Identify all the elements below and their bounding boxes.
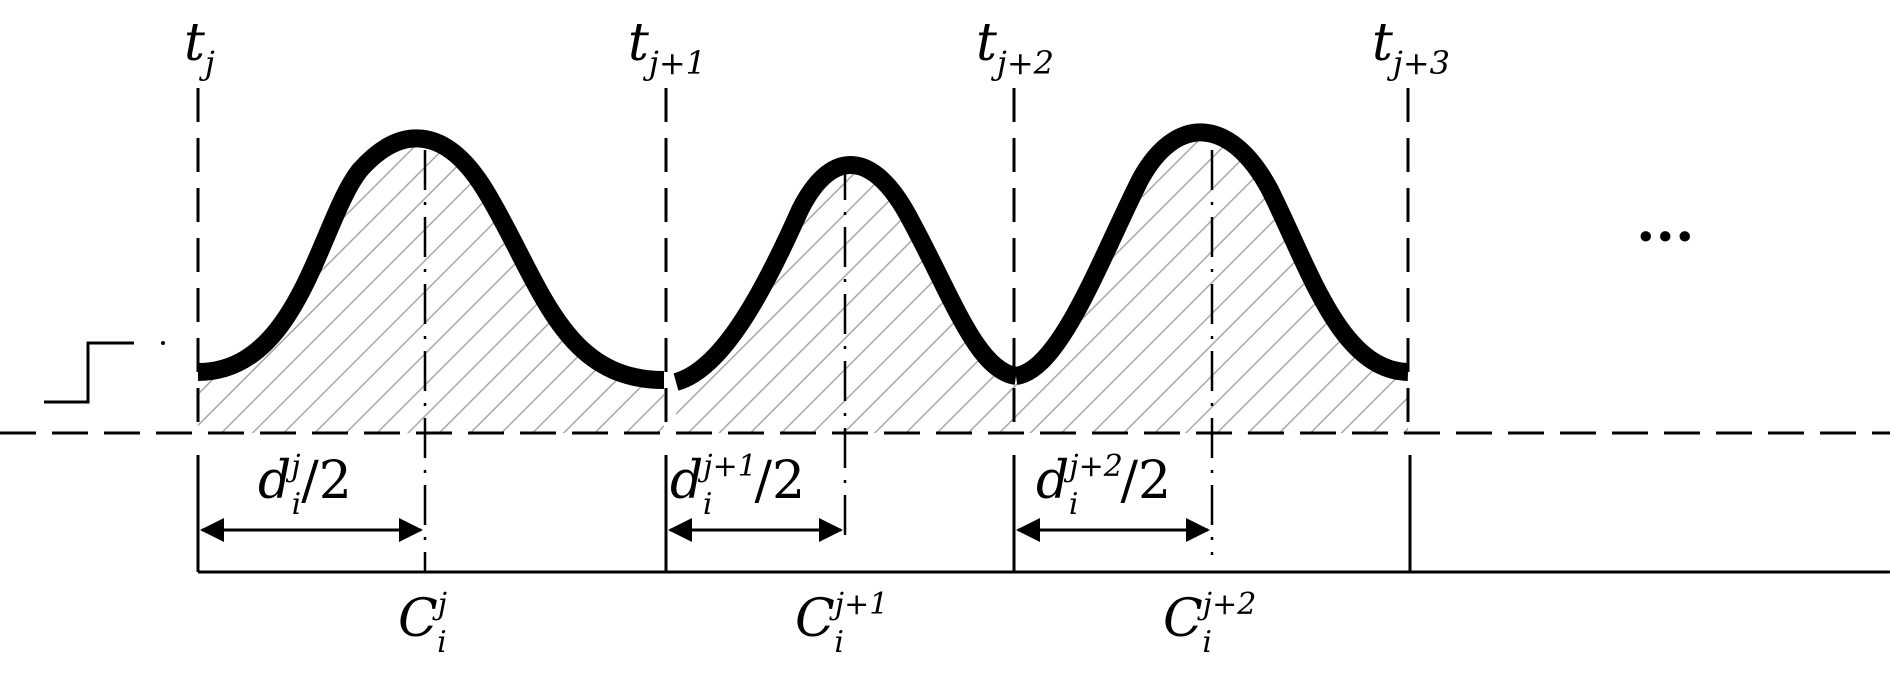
time-label-1: tj (184, 13, 215, 82)
step-icon (44, 341, 134, 404)
time-label-3: tj+2 (976, 13, 1054, 82)
bump-area-1 (198, 138, 664, 433)
duration-label-1: dj i/2 (258, 449, 352, 522)
center-label-3: Cj+2 i (1163, 587, 1256, 660)
ellipsis: ··· (1636, 204, 1695, 270)
time-label-4: tj+3 (1372, 13, 1450, 82)
step-icon-dot (161, 341, 165, 345)
bump-curve-2 (673, 156, 1019, 391)
bump-curve-3 (1013, 123, 1409, 385)
bump-curve-1 (197, 129, 665, 389)
duration-label-3: dj+2 i/2 (1036, 449, 1171, 522)
time-label-2: tj+1 (628, 13, 706, 82)
duration-label-2: dj+1 i/2 (670, 449, 805, 522)
center-label-1: Cj i (398, 587, 447, 660)
center-label-2: Cj+1 i (795, 587, 888, 660)
bump-area-3 (1016, 132, 1408, 433)
